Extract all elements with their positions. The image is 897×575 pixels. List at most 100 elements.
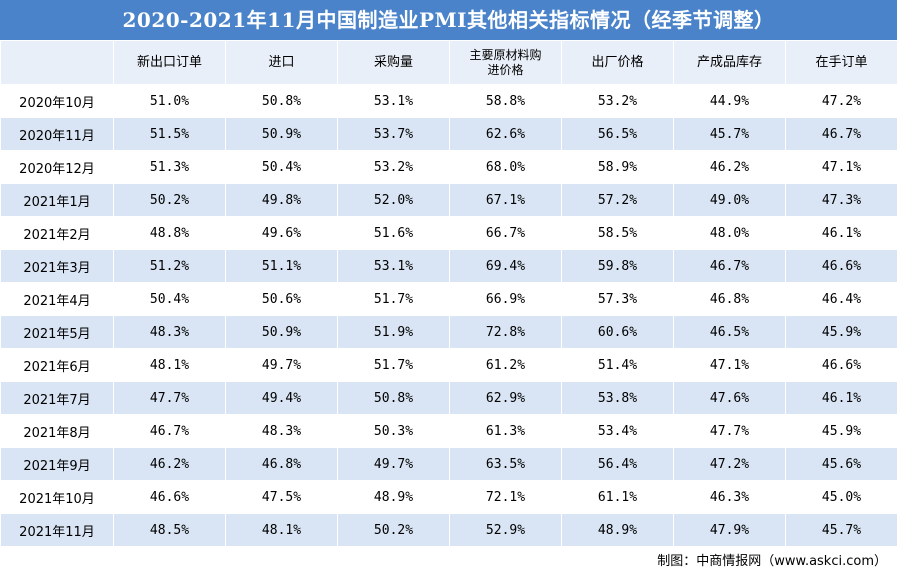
raw-material-price-cell: 61.3% xyxy=(449,414,562,448)
table-row: 2021年3月 51.2% 51.1% 53.1% 69.4% 59.8% 46.7% 46.… xyxy=(0,249,897,283)
imports-cell: 46.8% xyxy=(225,447,338,481)
imports-cell: 50.9% xyxy=(225,315,338,349)
new-export-orders-cell: 50.4% xyxy=(113,282,226,316)
new-export-orders-cell: 48.3% xyxy=(113,315,226,349)
imports-cell: 49.7% xyxy=(225,348,338,382)
finished-goods-inventory-cell: 45.7% xyxy=(673,117,786,151)
month-cell: 2021年1月 xyxy=(0,183,114,217)
backlog-orders-cell: 46.7% xyxy=(785,117,897,151)
imports-cell: 50.9% xyxy=(225,117,338,151)
new-export-orders-cell: 50.2% xyxy=(113,183,226,217)
backlog-orders-cell: 47.3% xyxy=(785,183,897,217)
header-finished-goods-inventory: 产成品库存 xyxy=(673,40,786,85)
backlog-orders-cell: 47.2% xyxy=(785,84,897,118)
month-cell: 2021年10月 xyxy=(0,480,114,514)
output-price-cell: 57.2% xyxy=(561,183,674,217)
table-row: 2021年5月 48.3% 50.9% 51.9% 72.8% 60.6% 46.5% 45.… xyxy=(0,315,897,349)
month-cell: 2021年3月 xyxy=(0,249,114,283)
raw-material-price-cell: 52.9% xyxy=(449,513,562,547)
finished-goods-inventory-cell: 46.2% xyxy=(673,150,786,184)
finished-goods-inventory-cell: 47.6% xyxy=(673,381,786,415)
output-price-cell: 53.2% xyxy=(561,84,674,118)
month-cell: 2021年2月 xyxy=(0,216,114,250)
month-cell: 2021年8月 xyxy=(0,414,114,448)
raw-material-price-cell: 63.5% xyxy=(449,447,562,481)
backlog-orders-cell: 45.7% xyxy=(785,513,897,547)
raw-material-price-cell: 66.9% xyxy=(449,282,562,316)
new-export-orders-cell: 47.7% xyxy=(113,381,226,415)
purchase-quantity-cell: 50.2% xyxy=(337,513,450,547)
header-output-price: 出厂价格 xyxy=(561,40,674,85)
new-export-orders-cell: 46.6% xyxy=(113,480,226,514)
header-row: 新出口订单 进口 采购量 主要原材料购进价格 出厂价格 产成品库存 在手订单 xyxy=(0,40,897,85)
month-cell: 2021年5月 xyxy=(0,315,114,349)
backlog-orders-cell: 46.6% xyxy=(785,249,897,283)
month-cell: 2020年10月 xyxy=(0,84,114,118)
imports-cell: 50.8% xyxy=(225,84,338,118)
pmi-table: 新出口订单 进口 采购量 主要原材料购进价格 出厂价格 产成品库存 在手订单 2… xyxy=(0,40,897,547)
finished-goods-inventory-cell: 49.0% xyxy=(673,183,786,217)
month-cell: 2021年11月 xyxy=(0,513,114,547)
raw-material-price-cell: 66.7% xyxy=(449,216,562,250)
month-cell: 2020年11月 xyxy=(0,117,114,151)
output-price-cell: 53.8% xyxy=(561,381,674,415)
finished-goods-inventory-cell: 46.8% xyxy=(673,282,786,316)
purchase-quantity-cell: 50.3% xyxy=(337,414,450,448)
output-price-cell: 58.9% xyxy=(561,150,674,184)
purchase-quantity-cell: 53.1% xyxy=(337,249,450,283)
header-corner xyxy=(0,40,114,85)
table-row: 2021年1月 50.2% 49.8% 52.0% 67.1% 57.2% 49.0% 47.… xyxy=(0,183,897,217)
output-price-cell: 57.3% xyxy=(561,282,674,316)
backlog-orders-cell: 45.9% xyxy=(785,315,897,349)
purchase-quantity-cell: 51.7% xyxy=(337,348,450,382)
new-export-orders-cell: 46.2% xyxy=(113,447,226,481)
purchase-quantity-cell: 48.9% xyxy=(337,480,450,514)
backlog-orders-cell: 45.6% xyxy=(785,447,897,481)
imports-cell: 48.1% xyxy=(225,513,338,547)
source-note: 制图：中商情报网（www.askci.com） xyxy=(657,554,887,569)
output-price-cell: 60.6% xyxy=(561,315,674,349)
finished-goods-inventory-cell: 46.5% xyxy=(673,315,786,349)
table-body: 2020年10月 51.0% 50.8% 53.1% 58.8% 53.2% 44.9% 47… xyxy=(0,84,897,547)
purchase-quantity-cell: 52.0% xyxy=(337,183,450,217)
table-row: 2021年7月 47.7% 49.4% 50.8% 62.9% 53.8% 47.6% 46.… xyxy=(0,381,897,415)
raw-material-price-cell: 67.1% xyxy=(449,183,562,217)
month-cell: 2020年12月 xyxy=(0,150,114,184)
purchase-quantity-cell: 53.1% xyxy=(337,84,450,118)
raw-material-price-cell: 58.8% xyxy=(449,84,562,118)
new-export-orders-cell: 48.1% xyxy=(113,348,226,382)
purchase-quantity-cell: 53.7% xyxy=(337,117,450,151)
finished-goods-inventory-cell: 47.7% xyxy=(673,414,786,448)
output-price-cell: 59.8% xyxy=(561,249,674,283)
backlog-orders-cell: 45.0% xyxy=(785,480,897,514)
purchase-quantity-cell: 51.7% xyxy=(337,282,450,316)
imports-cell: 51.1% xyxy=(225,249,338,283)
header-backlog-orders: 在手订单 xyxy=(785,40,897,85)
output-price-cell: 56.4% xyxy=(561,447,674,481)
finished-goods-inventory-cell: 47.1% xyxy=(673,348,786,382)
new-export-orders-cell: 48.5% xyxy=(113,513,226,547)
table-row: 2020年12月 51.3% 50.4% 53.2% 68.0% 58.9% 46.2% 47… xyxy=(0,150,897,184)
raw-material-price-cell: 61.2% xyxy=(449,348,562,382)
backlog-orders-cell: 46.6% xyxy=(785,348,897,382)
table-row: 2020年11月 51.5% 50.9% 53.7% 62.6% 56.5% 45.7% 46… xyxy=(0,117,897,151)
imports-cell: 49.4% xyxy=(225,381,338,415)
new-export-orders-cell: 51.2% xyxy=(113,249,226,283)
raw-material-price-cell: 68.0% xyxy=(449,150,562,184)
output-price-cell: 48.9% xyxy=(561,513,674,547)
table-row: 2021年8月 46.7% 48.3% 50.3% 61.3% 53.4% 47.7% 45.… xyxy=(0,414,897,448)
table-row: 2021年9月 46.2% 46.8% 49.7% 63.5% 56.4% 47.2% 45.… xyxy=(0,447,897,481)
raw-material-price-cell: 62.9% xyxy=(449,381,562,415)
finished-goods-inventory-cell: 46.3% xyxy=(673,480,786,514)
table-row: 2021年2月 48.8% 49.6% 51.6% 66.7% 58.5% 48.0% 46.… xyxy=(0,216,897,250)
purchase-quantity-cell: 51.9% xyxy=(337,315,450,349)
header-raw-material-price: 主要原材料购进价格 xyxy=(449,40,562,85)
new-export-orders-cell: 51.3% xyxy=(113,150,226,184)
month-cell: 2021年9月 xyxy=(0,447,114,481)
backlog-orders-cell: 46.1% xyxy=(785,216,897,250)
output-price-cell: 56.5% xyxy=(561,117,674,151)
table-row: 2021年4月 50.4% 50.6% 51.7% 66.9% 57.3% 46.8% 46.… xyxy=(0,282,897,316)
raw-material-price-cell: 72.1% xyxy=(449,480,562,514)
header-new-export-orders: 新出口订单 xyxy=(113,40,226,85)
